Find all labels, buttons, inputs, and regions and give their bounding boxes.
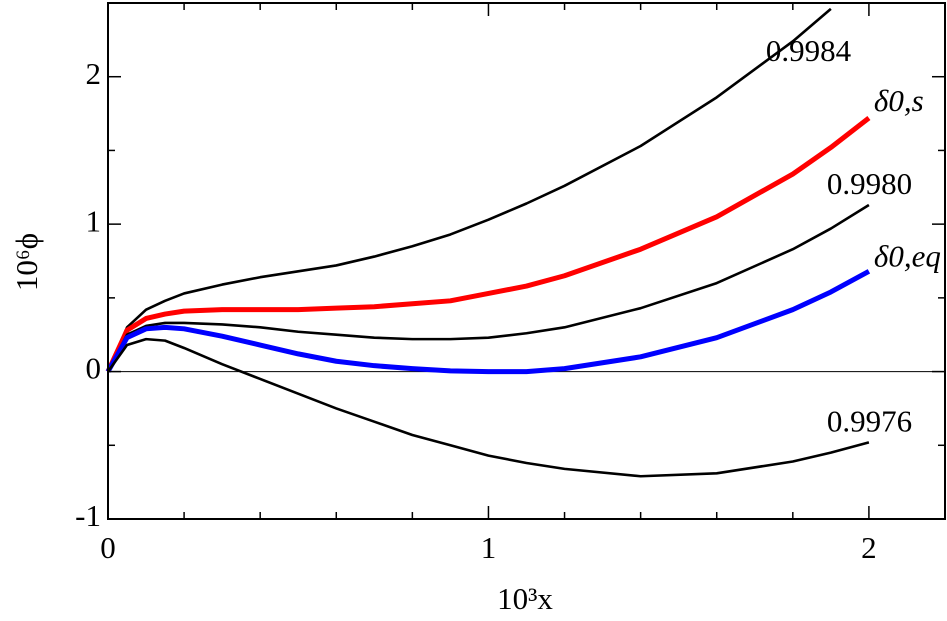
- plot-frame: [107, 2, 946, 520]
- series-label: δ0,s: [874, 83, 924, 118]
- x-tick-label: 2: [861, 530, 877, 565]
- series-label: 0.9980: [827, 166, 912, 201]
- y-tick-label: 2: [86, 56, 102, 91]
- x-axis-label: 10³x: [497, 581, 553, 616]
- series-line: [105, 116, 871, 373]
- series-line: [106, 7, 832, 373]
- series-line: [106, 337, 870, 478]
- series-line: [106, 203, 870, 373]
- y-axis-label: 10⁶ϕ: [9, 233, 44, 291]
- x-tick-label: 1: [481, 530, 497, 565]
- series-label: δ0,eq: [874, 238, 941, 273]
- y-tick-label: 0: [86, 351, 102, 386]
- x-tick-label: 0: [100, 530, 116, 565]
- y-tick-label: 1: [86, 203, 102, 238]
- series-label: 0.9984: [766, 33, 852, 68]
- series-line: [105, 269, 871, 375]
- y-tick-label: -1: [75, 498, 101, 533]
- series-label: 0.9976: [827, 403, 912, 438]
